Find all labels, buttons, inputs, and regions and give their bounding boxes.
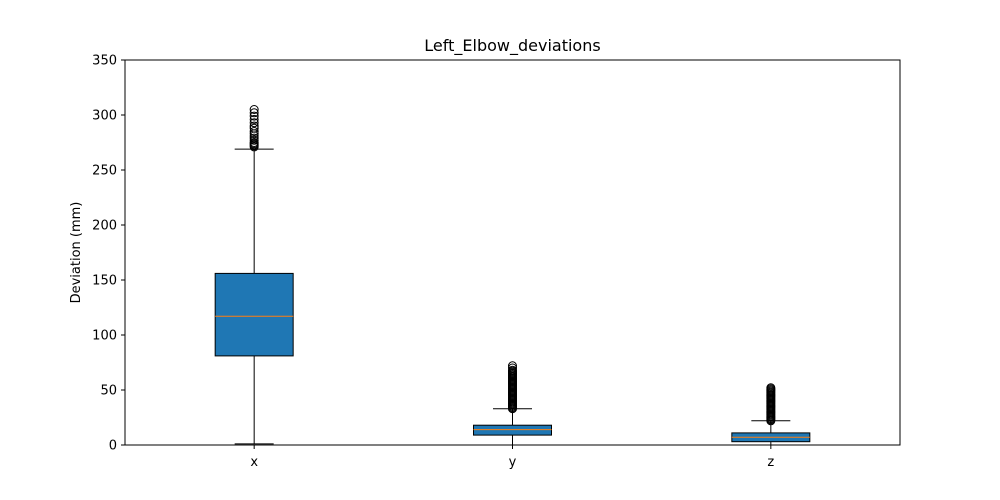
outlier-point <box>249 123 259 133</box>
outlier-point <box>249 133 259 143</box>
x-tick-label: x <box>250 455 258 470</box>
iqr-box <box>473 424 552 436</box>
y-tick-label: 250 <box>92 164 117 179</box>
y-tick-label: 300 <box>92 109 117 124</box>
outlier-point <box>249 118 259 128</box>
y-tick-label: 0 <box>109 439 117 454</box>
outlier-point <box>766 383 776 393</box>
x-axis: x y z <box>250 445 774 470</box>
y-axis-title: Deviation (mm) <box>69 202 84 304</box>
outlier-point <box>508 365 517 375</box>
x-tick-label: y <box>509 455 517 470</box>
chart-title: Left_Elbow_deviations <box>424 36 600 56</box>
outlier-point <box>249 138 259 147</box>
outlier-point <box>508 363 517 373</box>
x-tick-label: z <box>767 455 774 470</box>
box-group-z <box>731 383 811 446</box>
y-tick-label: 350 <box>92 54 117 69</box>
y-axis: 0 50 100 150 200 250 300 350 <box>92 54 125 454</box>
outlier-point <box>249 108 259 118</box>
y-tick-label: 150 <box>92 274 117 289</box>
y-tick-label: 200 <box>92 219 117 234</box>
y-tick-label: 50 <box>100 384 117 399</box>
outlier-point <box>249 114 259 124</box>
y-tick-label: 100 <box>92 329 117 344</box>
outlier-point <box>249 121 259 131</box>
outlier-point <box>249 111 259 121</box>
outlier-point <box>249 105 259 114</box>
box-group-x <box>214 105 294 445</box>
outlier-point <box>508 361 517 371</box>
box-marks <box>214 105 811 446</box>
outlier-point <box>249 127 259 136</box>
outlier-point <box>249 135 259 145</box>
iqr-box <box>214 272 294 357</box>
